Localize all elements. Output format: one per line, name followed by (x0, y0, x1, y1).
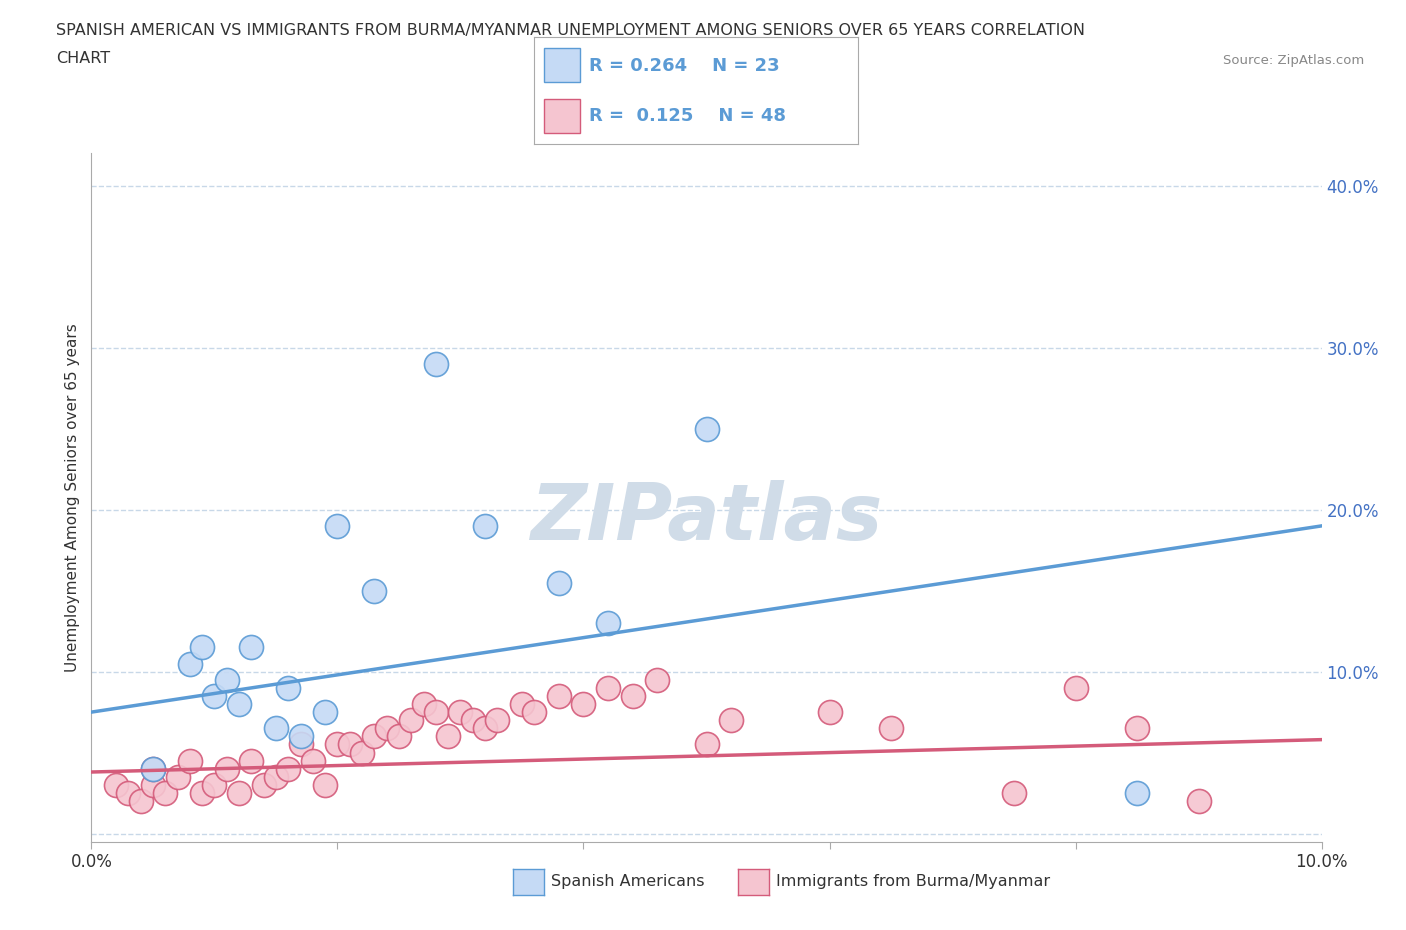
Point (547, 688, 569, 703)
Point (720, 712, 742, 727)
Point (818, 705, 841, 720)
Y-axis label: Unemployment Among Seniors over 65 years: Unemployment Among Seniors over 65 years (65, 324, 80, 671)
Point (290, 737, 312, 752)
Point (547, 575, 569, 590)
Point (142, 777, 165, 792)
Point (437, 729, 460, 744)
Text: R = 0.264    N = 23: R = 0.264 N = 23 (589, 57, 780, 75)
Point (474, 518, 496, 533)
Point (142, 762, 165, 777)
Point (645, 672, 668, 687)
Point (202, 777, 225, 792)
Text: Immigrants from Burma/Myanmar: Immigrants from Burma/Myanmar (776, 874, 1050, 889)
Point (105, 777, 127, 792)
Point (117, 786, 139, 801)
Text: SPANISH AMERICAN VS IMMIGRANTS FROM BURMA/MYANMAR UNEMPLOYMENT AMONG SENIORS OVE: SPANISH AMERICAN VS IMMIGRANTS FROM BURM… (56, 23, 1085, 38)
Point (388, 729, 411, 744)
Point (264, 769, 287, 784)
Point (314, 705, 336, 720)
Point (425, 356, 447, 371)
Text: R =  0.125    N = 48: R = 0.125 N = 48 (589, 107, 786, 126)
Point (191, 786, 214, 801)
Point (412, 697, 434, 711)
Point (179, 753, 201, 768)
Point (1126, 786, 1149, 801)
Point (153, 786, 177, 801)
Point (1187, 793, 1209, 808)
Text: ZIPatlas: ZIPatlas (530, 480, 883, 556)
Point (523, 705, 546, 720)
Text: Source: ZipAtlas.com: Source: ZipAtlas.com (1223, 54, 1364, 67)
Point (277, 681, 299, 696)
Point (264, 721, 287, 736)
Point (474, 721, 496, 736)
Point (215, 672, 238, 687)
Point (425, 705, 447, 720)
Point (301, 753, 323, 768)
Point (228, 697, 250, 711)
Point (228, 786, 250, 801)
Point (375, 721, 398, 736)
Point (461, 712, 484, 727)
Point (215, 762, 238, 777)
Point (202, 688, 225, 703)
Point (572, 697, 595, 711)
Point (339, 737, 361, 752)
Point (1002, 786, 1025, 801)
Point (1126, 721, 1149, 736)
Point (326, 737, 349, 752)
Bar (544, 48, 579, 82)
Point (290, 729, 312, 744)
Point (142, 762, 165, 777)
Point (129, 793, 152, 808)
Point (314, 777, 336, 792)
Point (596, 616, 619, 631)
Point (350, 745, 373, 760)
Point (449, 705, 471, 720)
Point (880, 721, 903, 736)
Text: Spanish Americans: Spanish Americans (551, 874, 704, 889)
Point (510, 697, 533, 711)
Point (253, 777, 276, 792)
Text: CHART: CHART (56, 51, 110, 66)
Point (277, 762, 299, 777)
Point (179, 656, 201, 671)
Point (486, 712, 509, 727)
Point (191, 640, 214, 655)
Point (363, 729, 385, 744)
Point (1064, 681, 1087, 696)
Point (240, 753, 263, 768)
Point (363, 583, 385, 598)
Point (596, 681, 619, 696)
Point (326, 518, 349, 533)
Point (696, 421, 718, 436)
Point (240, 640, 263, 655)
Point (696, 737, 718, 752)
Point (621, 688, 644, 703)
Point (166, 769, 188, 784)
Bar (544, 100, 579, 134)
Point (399, 712, 422, 727)
